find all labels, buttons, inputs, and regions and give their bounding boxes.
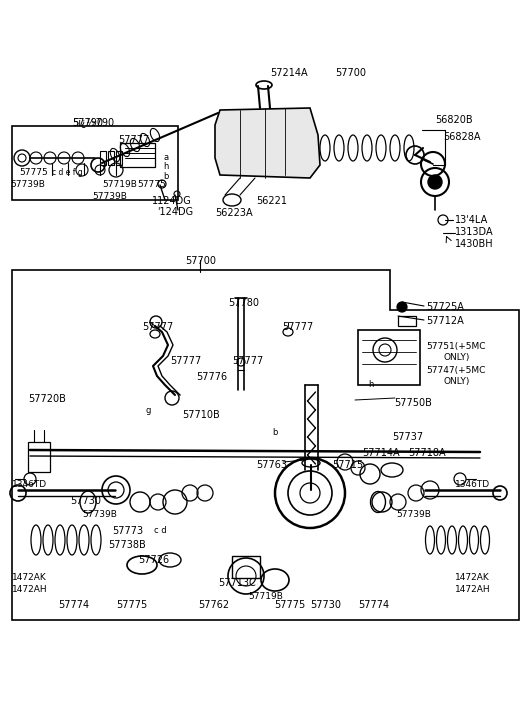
Text: 57714A: 57714A xyxy=(362,448,400,458)
Text: 57739B: 57739B xyxy=(92,192,127,201)
Text: 57715: 57715 xyxy=(332,460,363,470)
Text: 57719B: 57719B xyxy=(248,592,283,601)
Text: 57776: 57776 xyxy=(196,372,227,382)
Text: 57777: 57777 xyxy=(142,322,173,332)
Text: 57726: 57726 xyxy=(138,555,169,565)
Text: 57739B: 57739B xyxy=(396,510,431,519)
Text: b: b xyxy=(163,172,168,181)
Text: ONLY): ONLY) xyxy=(444,377,470,386)
Circle shape xyxy=(428,175,442,189)
Text: 57710B: 57710B xyxy=(182,410,220,420)
Text: 57739B: 57739B xyxy=(82,510,117,519)
Text: 57730: 57730 xyxy=(310,600,341,610)
Bar xyxy=(232,556,260,578)
Text: 57725A: 57725A xyxy=(426,302,464,312)
Text: 57774: 57774 xyxy=(358,600,389,610)
Bar xyxy=(116,151,122,165)
Bar xyxy=(120,143,155,167)
Text: 57214A: 57214A xyxy=(270,68,307,78)
Text: a: a xyxy=(163,153,168,162)
Bar xyxy=(100,151,106,165)
Text: 56828A: 56828A xyxy=(443,132,481,142)
Text: h: h xyxy=(163,162,168,171)
Text: 57747(+5MC: 57747(+5MC xyxy=(426,366,485,375)
Circle shape xyxy=(397,302,407,312)
Text: 1124DG: 1124DG xyxy=(152,196,192,206)
Text: 1346TD: 1346TD xyxy=(12,480,47,489)
Bar xyxy=(28,442,50,472)
Text: 1472AK: 1472AK xyxy=(12,573,47,582)
Text: 57777: 57777 xyxy=(118,135,149,145)
Text: 57700: 57700 xyxy=(335,68,366,78)
Text: 57730: 57730 xyxy=(70,496,101,506)
Text: 57775: 57775 xyxy=(274,600,305,610)
Text: g: g xyxy=(145,406,150,415)
Text: ONLY): ONLY) xyxy=(444,353,470,362)
Bar xyxy=(398,316,416,326)
Text: 57713C: 57713C xyxy=(218,578,256,588)
Text: 1472AH: 1472AH xyxy=(12,585,48,594)
Text: 57700: 57700 xyxy=(185,256,216,266)
Text: 57773: 57773 xyxy=(112,526,143,536)
Text: 57718A: 57718A xyxy=(408,448,446,458)
Text: 57737: 57737 xyxy=(392,432,423,442)
Text: 56223A: 56223A xyxy=(215,208,253,218)
Text: 56820B: 56820B xyxy=(435,115,473,125)
Text: 1472AH: 1472AH xyxy=(455,585,491,594)
Text: 57777: 57777 xyxy=(232,356,263,366)
Bar xyxy=(12,126,178,200)
Text: 1346TD: 1346TD xyxy=(455,480,490,489)
Text: 13'4LA: 13'4LA xyxy=(455,215,488,225)
Text: 57719B: 57719B xyxy=(102,180,137,189)
Text: 57712A: 57712A xyxy=(426,316,464,326)
Text: 1472AK: 1472AK xyxy=(455,573,490,582)
Text: c d: c d xyxy=(154,526,167,535)
Bar xyxy=(358,330,420,385)
Bar xyxy=(108,151,114,165)
Text: h: h xyxy=(368,380,373,389)
Polygon shape xyxy=(215,108,320,178)
Text: 57751(+5MC: 57751(+5MC xyxy=(426,342,485,351)
Text: c d e f g: c d e f g xyxy=(52,168,83,177)
Text: 57775: 57775 xyxy=(19,168,48,177)
Text: b: b xyxy=(272,428,277,437)
Text: 57790: 57790 xyxy=(72,118,103,128)
Text: '124DG: '124DG xyxy=(157,207,193,217)
Text: 5ï¿½790: 5ï¿½790 xyxy=(72,118,114,128)
Text: 57738B: 57738B xyxy=(108,540,145,550)
Text: 57774: 57774 xyxy=(58,600,89,610)
Text: 57762: 57762 xyxy=(198,600,229,610)
Text: 1313DA: 1313DA xyxy=(455,227,494,237)
Text: 57720B: 57720B xyxy=(28,394,66,404)
Text: 57775: 57775 xyxy=(116,600,147,610)
Text: 57750B: 57750B xyxy=(394,398,432,408)
Text: 57777: 57777 xyxy=(282,322,313,332)
Text: 1430BH: 1430BH xyxy=(455,239,494,249)
Text: 57739B: 57739B xyxy=(10,180,45,189)
Text: 56221: 56221 xyxy=(256,196,287,206)
Text: 57780: 57780 xyxy=(228,298,259,308)
Text: 57763: 57763 xyxy=(256,460,287,470)
Text: 57775: 57775 xyxy=(137,180,166,189)
Text: 57777: 57777 xyxy=(170,356,201,366)
